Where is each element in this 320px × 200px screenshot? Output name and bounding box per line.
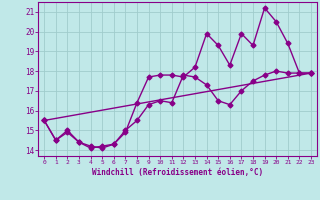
X-axis label: Windchill (Refroidissement éolien,°C): Windchill (Refroidissement éolien,°C) — [92, 168, 263, 177]
